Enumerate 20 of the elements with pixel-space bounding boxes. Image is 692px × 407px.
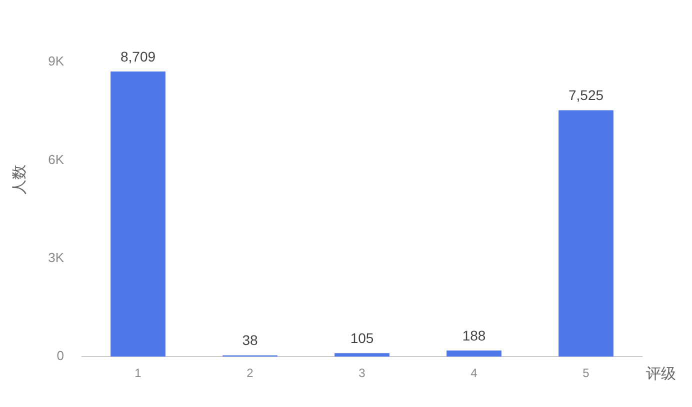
y-tick-label: 3K <box>48 250 64 265</box>
data-label: 188 <box>462 327 486 344</box>
bar <box>334 353 390 357</box>
x-tick-label: 4 <box>470 366 478 380</box>
x-tick-label: 2 <box>246 366 254 380</box>
x-tick-label: 1 <box>134 366 142 380</box>
data-label: 38 <box>242 332 258 348</box>
x-axis-title: 评级 <box>646 366 676 383</box>
y-axis-title: 人数 <box>11 164 28 194</box>
x-tick-label: 5 <box>582 366 590 380</box>
x-tick-label: 3 <box>358 366 366 380</box>
y-tick-label: 9K <box>48 54 64 69</box>
bar <box>110 72 166 357</box>
y-tick-label: 6K <box>48 152 64 167</box>
bar <box>558 110 614 357</box>
y-tick-label: 0 <box>56 348 64 364</box>
data-label: 105 <box>350 330 374 346</box>
data-label: 7,525 <box>568 87 604 104</box>
bar <box>446 350 502 357</box>
data-label: 8,709 <box>120 48 156 64</box>
